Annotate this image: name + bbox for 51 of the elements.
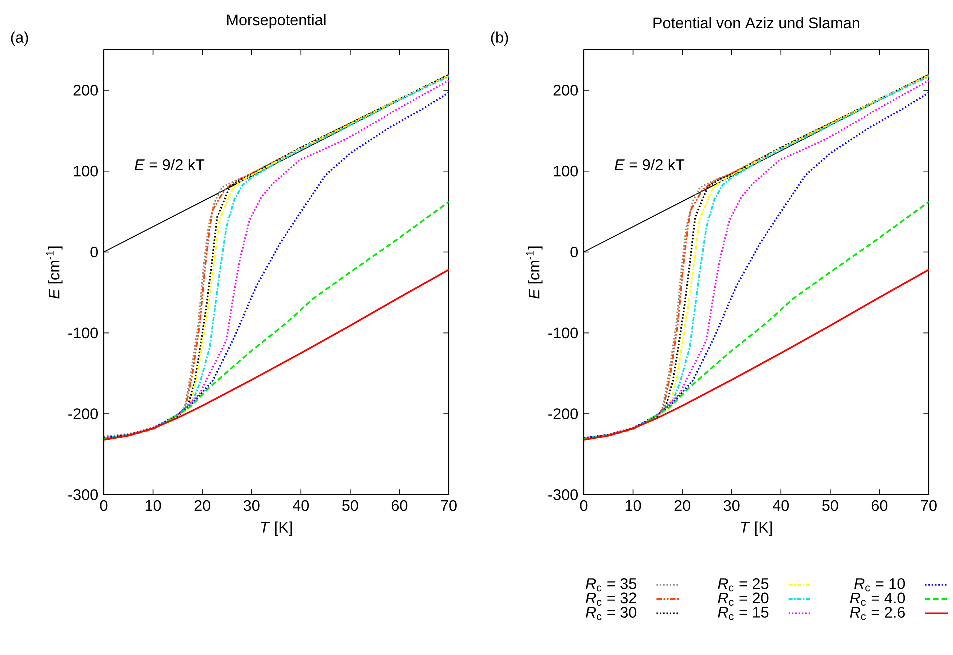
y-tick-label: -300	[68, 490, 98, 500]
y-tick-label: -200	[548, 408, 578, 420]
x-tick-label: 40	[772, 500, 790, 512]
x-tick-label: 60	[872, 500, 888, 512]
x-tick-label: 70	[441, 500, 457, 512]
x-tick-label: 10	[626, 500, 642, 512]
x-tick-label: 20	[194, 500, 210, 512]
annotation: E = 9/2 kT	[615, 159, 685, 170]
y-tick-label: 200	[74, 85, 98, 96]
y-tick-label: 0	[570, 246, 578, 258]
legend-label: R$_{c}$ = 35	[586, 578, 637, 592]
x-tick-label: 50	[342, 500, 358, 512]
x-tick-label: 30	[724, 500, 740, 512]
x-tick-label: 10	[146, 500, 162, 512]
line-series	[584, 269, 929, 441]
text: (b)	[491, 32, 508, 46]
chart-title: Potential von Aziz und Slaman	[654, 17, 860, 29]
line-series	[104, 201, 449, 440]
legend-label: R$_{c}$ = 4.0	[850, 592, 906, 606]
legend-label: R$_{c}$ = 2.6	[850, 607, 906, 620]
y-tick-label: 100	[554, 166, 578, 177]
x-tick-label: 20	[674, 500, 690, 512]
text: (a)	[11, 32, 28, 46]
x-tick-label: 30	[244, 500, 260, 512]
y-tick-label: 0	[90, 246, 98, 258]
line-series	[104, 269, 449, 441]
chart-title: Morsepotential	[227, 14, 326, 29]
x-tick-label: 70	[921, 500, 937, 512]
y-axis-title: E [cm$^{-1}$]	[46, 246, 63, 299]
y-tick-label: 100	[74, 166, 98, 177]
x-tick-label: 60	[392, 500, 408, 512]
y-tick-label: -300	[548, 490, 578, 500]
legend-label: R$_{c}$ = 20	[718, 592, 769, 606]
annotation: E = 9/2 kT	[135, 159, 205, 170]
legend-label: R$_{c}$ = 30	[586, 607, 637, 620]
x-tick-label: 50	[822, 500, 838, 512]
x-tick-label: 40	[292, 500, 310, 512]
y-tick-label: 200	[554, 85, 578, 96]
legend-label: R$_{c}$ = 32	[586, 592, 636, 606]
x-axis-title: T [K]	[741, 522, 772, 536]
legend-label: R$_{c}$ = 10	[854, 578, 906, 592]
line-series	[584, 201, 929, 440]
y-tick-label: -100	[68, 328, 98, 339]
x-tick-label: 0	[100, 500, 108, 512]
x-axis-title: T [K]	[261, 522, 292, 536]
y-tick-label: -200	[68, 408, 98, 420]
legend-label: R$_{c}$ = 15	[718, 607, 769, 620]
x-tick-label: 0	[580, 500, 588, 512]
y-axis-title: E [cm$^{-1}$]	[526, 246, 543, 299]
legend-label: R$_{c}$ = 25	[718, 578, 769, 592]
y-tick-label: -100	[548, 328, 578, 339]
